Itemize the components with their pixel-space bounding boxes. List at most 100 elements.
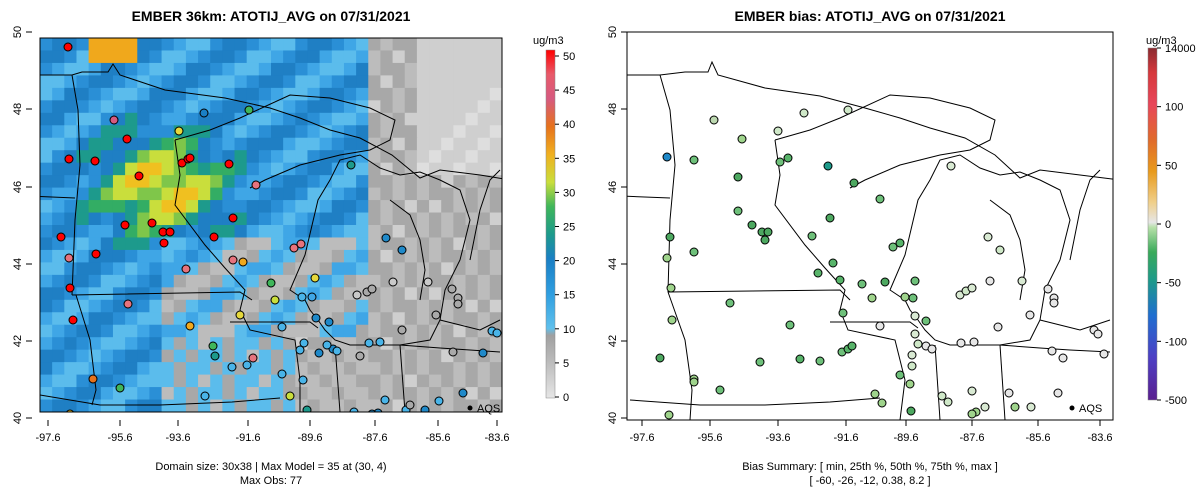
grid-cell <box>295 362 309 376</box>
x-tick-label: -93.6 <box>765 432 790 444</box>
grid-cell <box>380 299 394 313</box>
aqs-site-marker <box>289 243 299 253</box>
grid-cell <box>210 75 223 89</box>
grid-cell <box>210 312 223 326</box>
grid-cell <box>404 262 418 276</box>
grid-cell <box>185 249 199 263</box>
grid-cell <box>185 137 199 151</box>
grid-cell <box>343 374 357 388</box>
aqs-site-marker <box>364 338 374 348</box>
grid-cell <box>88 312 102 326</box>
grid-cell <box>258 387 272 401</box>
grid-cell <box>76 387 90 401</box>
grid-cell <box>234 125 248 139</box>
aqs-site-marker <box>1043 284 1053 294</box>
grid-cell <box>477 387 491 401</box>
left-mississippi <box>174 139 246 311</box>
grid-cell <box>453 75 467 89</box>
aqs-site-marker <box>825 213 835 223</box>
aqs-site-marker <box>181 264 191 274</box>
aqs-site-marker <box>311 313 321 323</box>
grid-cell <box>392 38 406 52</box>
colorbar-tick-label: 15 <box>563 290 575 302</box>
grid-cell <box>112 299 126 313</box>
grid-cell <box>234 75 248 89</box>
grid-cell <box>234 187 248 201</box>
grid-cell <box>465 87 479 101</box>
grid-cell <box>404 100 418 114</box>
grid-cell <box>185 187 199 201</box>
grid-cell <box>100 362 114 376</box>
grid-cell <box>210 150 223 164</box>
grid-cell <box>40 150 53 164</box>
grid-cell <box>477 237 491 251</box>
grid-cell <box>392 362 406 376</box>
aqs-site-marker <box>900 292 910 302</box>
grid-cell <box>222 299 236 313</box>
grid-cell <box>112 262 126 276</box>
grid-cell <box>356 125 369 139</box>
aqs-site-marker <box>109 115 119 125</box>
aqs-site-marker <box>123 299 133 309</box>
grid-cell <box>100 287 114 301</box>
grid-cell <box>234 150 248 164</box>
grid-cell <box>185 299 199 313</box>
grid-cell <box>246 162 260 176</box>
grid-cell <box>100 50 114 64</box>
left-ia-mn-border <box>71 291 253 301</box>
grid-cell <box>283 187 296 201</box>
grid-cell <box>76 312 90 326</box>
grid-cell <box>64 175 78 189</box>
grid-cell <box>88 62 102 76</box>
grid-cell <box>161 175 175 189</box>
grid-cell <box>112 237 126 251</box>
grid-cell <box>416 62 430 76</box>
aqs-site-marker <box>737 134 747 144</box>
y-tick-label: 48 <box>607 103 619 115</box>
grid-cell <box>343 200 357 214</box>
grid-cell <box>246 262 260 276</box>
grid-cell <box>368 262 382 276</box>
grid-cell <box>283 200 296 214</box>
grid-cell <box>149 337 163 351</box>
grid-cell <box>380 287 394 301</box>
grid-cell <box>258 187 272 201</box>
grid-cell <box>368 187 382 201</box>
grid-cell <box>465 349 479 363</box>
grid-cell <box>88 187 102 201</box>
grid-cell <box>88 349 102 363</box>
aqs-site-marker <box>297 292 307 302</box>
aqs-site-marker <box>664 410 674 420</box>
grid-cell <box>429 362 442 376</box>
aqs-site-marker <box>1010 402 1020 412</box>
grid-cell <box>258 212 272 226</box>
aqs-site-marker <box>367 409 377 412</box>
grid-cell <box>368 324 382 338</box>
grid-cell <box>149 150 163 164</box>
grid-cell <box>161 150 175 164</box>
grid-cell <box>489 337 502 351</box>
grid-cell <box>210 175 223 189</box>
grid-cell <box>64 374 78 388</box>
grid-cell <box>246 237 260 251</box>
aqs-site-marker <box>228 255 238 265</box>
grid-cell <box>416 349 430 363</box>
grid-cell <box>40 349 53 363</box>
grid-cell <box>185 212 199 226</box>
grid-cell <box>307 87 321 101</box>
grid-cell <box>453 87 467 101</box>
grid-cell <box>125 249 138 263</box>
y-tick-label: 42 <box>12 335 24 347</box>
grid-cell <box>441 50 454 64</box>
grid-cell <box>125 175 138 189</box>
grid-cell <box>100 274 114 288</box>
grid-cell <box>40 399 53 412</box>
grid-cell <box>416 362 430 376</box>
aqs-site-marker <box>1058 353 1068 363</box>
grid-cell <box>88 87 102 101</box>
grid-cell <box>392 100 406 114</box>
grid-cell <box>198 150 211 164</box>
grid-cell <box>222 175 236 189</box>
grid-cell <box>429 349 442 363</box>
aqs-site-marker <box>905 379 915 389</box>
